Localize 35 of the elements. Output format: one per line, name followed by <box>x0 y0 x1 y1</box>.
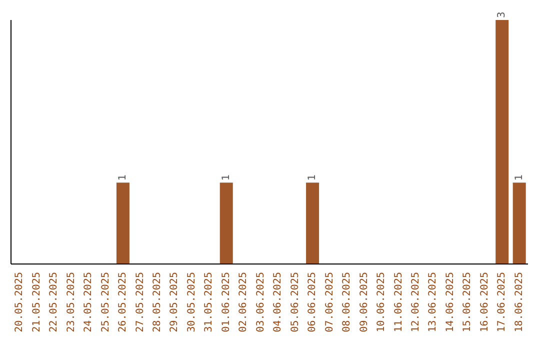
x-tick-label: 18.06.2025 <box>514 272 525 332</box>
x-tick-label: 04.06.2025 <box>272 272 284 332</box>
x-tick-label: 21.05.2025 <box>31 272 42 332</box>
x-tick-label: 06.06.2025 <box>307 272 318 332</box>
x-tick-label: 14.06.2025 <box>444 272 456 332</box>
x-tick-label: 24.05.2025 <box>83 272 94 332</box>
x-tick-label: 07.06.2025 <box>324 272 336 332</box>
x-tick-label: 29.05.2025 <box>169 272 180 332</box>
x-tick-label: 02.06.2025 <box>238 272 250 332</box>
x-tick-label: 31.05.2025 <box>204 272 215 332</box>
data-label: 1 <box>514 174 525 181</box>
x-tick-label: 20.05.2025 <box>14 272 26 332</box>
x-tick-label: 28.05.2025 <box>152 272 163 332</box>
x-tick-label: 11.06.2025 <box>393 272 404 332</box>
x-tick-label: 01.06.2025 <box>220 272 232 332</box>
x-tick-label: 09.06.2025 <box>358 272 370 332</box>
x-tick-label: 17.06.2025 <box>496 272 508 332</box>
x-tick-label: 26.05.2025 <box>118 272 129 332</box>
x-tick-label: 03.06.2025 <box>255 272 266 332</box>
data-label: 1 <box>220 174 232 181</box>
x-tick-label: 16.06.2025 <box>479 272 490 332</box>
x-tick-label: 13.06.2025 <box>428 272 439 332</box>
x-tick-label: 10.06.2025 <box>376 272 388 332</box>
data-label: 1 <box>307 174 318 181</box>
x-tick-label: 22.05.2025 <box>48 272 60 332</box>
x-tick-label: 05.06.2025 <box>290 272 301 332</box>
x-tick-label: 25.05.2025 <box>100 272 112 332</box>
x-tick-label: 23.05.2025 <box>66 272 77 332</box>
data-label: 1 <box>117 174 128 181</box>
x-tick-label: 30.05.2025 <box>186 272 198 332</box>
x-tick-label: 27.05.2025 <box>134 272 146 332</box>
x-tick-label: 12.06.2025 <box>410 272 422 332</box>
data-label: 3 <box>496 12 508 18</box>
x-tick-label: 08.06.2025 <box>342 272 353 332</box>
x-tick-label: 15.06.2025 <box>462 272 474 332</box>
